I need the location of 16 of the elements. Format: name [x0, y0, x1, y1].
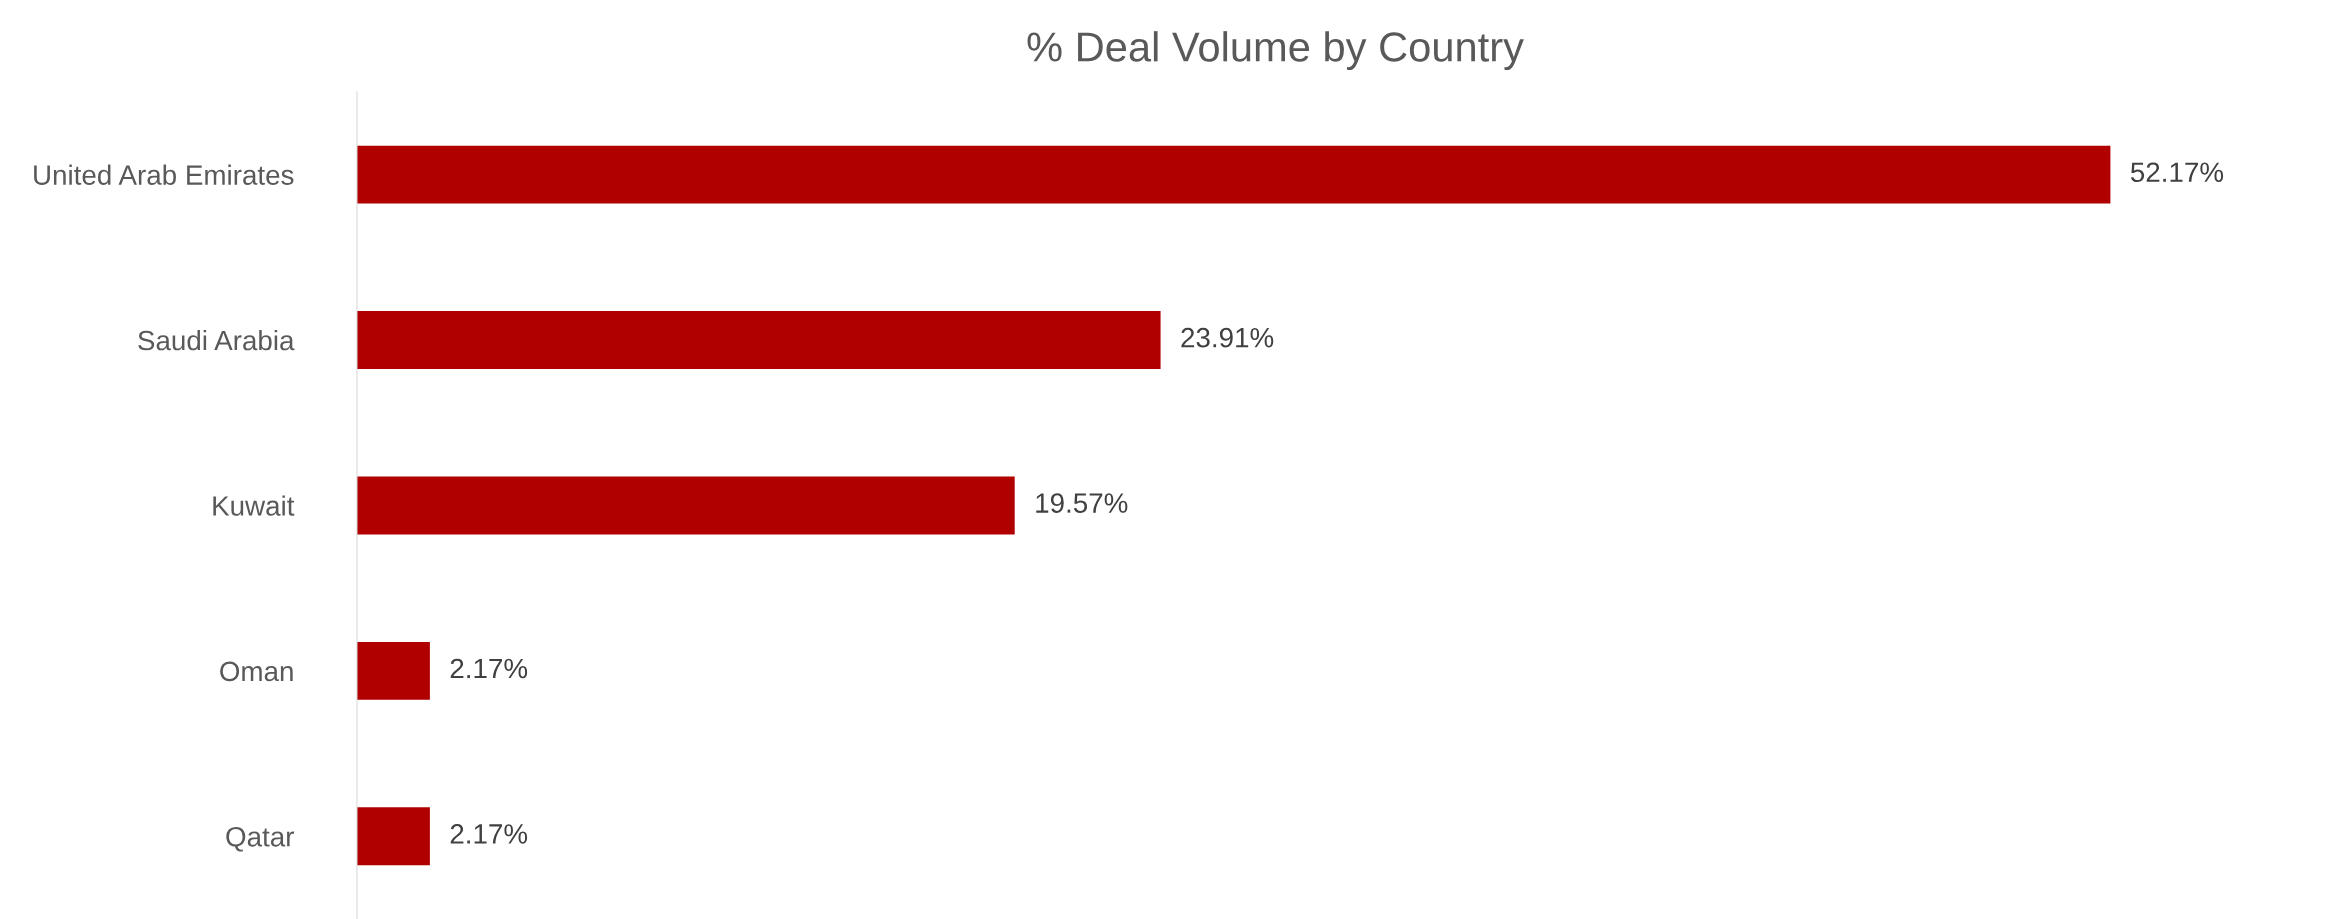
data-label: 19.57% — [1036, 493, 1128, 513]
bar — [356, 476, 1015, 535]
bar — [356, 311, 1161, 369]
data-label: 23.91% — [1181, 327, 1274, 348]
chart-title: % Deal Volume by Country — [1027, 31, 1524, 70]
y-tick-label: Saudi Arabia — [138, 329, 295, 351]
bar — [356, 807, 430, 866]
data-label: 2.17% — [450, 824, 528, 844]
bar — [356, 145, 2111, 204]
y-tick-label: United Arab Emirates — [34, 164, 294, 185]
y-tick-label: Kuwait — [213, 495, 295, 516]
y-tick-label: Qatar — [226, 826, 294, 852]
data-label: 2.17% — [450, 658, 528, 679]
bar — [356, 641, 430, 700]
y-tick-label: Oman — [220, 661, 293, 682]
data-label: 52.17% — [2130, 162, 2224, 183]
